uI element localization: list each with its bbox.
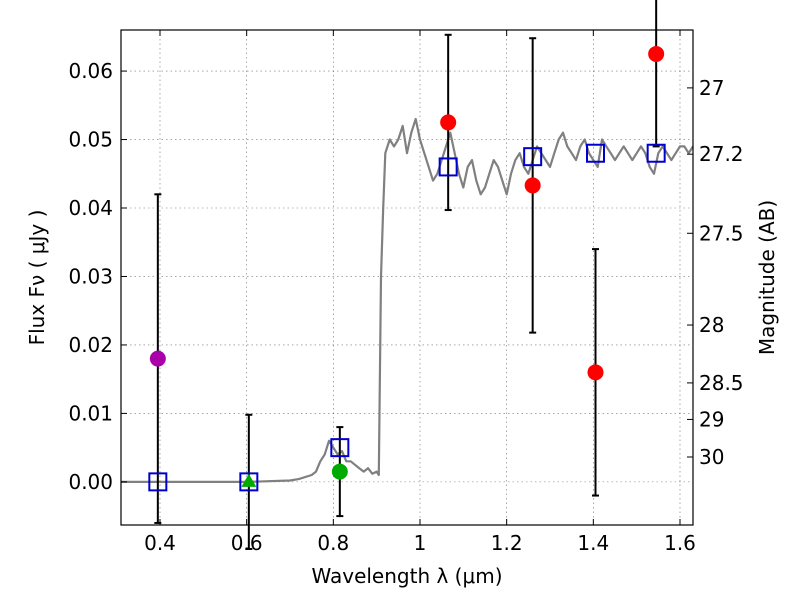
observed-point-triangle	[241, 473, 257, 487]
x-tick-label: 0.8	[317, 531, 349, 555]
y-tick-label: 0.00	[68, 470, 113, 494]
y-tick-label: 0.02	[68, 333, 113, 357]
y-axis-label-right: Magnitude (AB)	[755, 200, 779, 355]
x-tick-label: 1.6	[664, 531, 696, 555]
observed-points	[149, 45, 665, 487]
ticks: 0.4 0.6 0.8 1 1.2 1.4 1.6 0.00 0.01 0.02 0.03 0.04 0…	[68, 30, 744, 555]
x-tick-label: 0.4	[144, 531, 176, 555]
error-bars	[154, 0, 660, 550]
mag-tick-label: 30	[699, 445, 724, 469]
y-tick-label: 0.04	[68, 196, 113, 220]
x-tick-label: 0.6	[231, 531, 263, 555]
y-tick-label: 0.06	[68, 59, 113, 83]
template-spectrum	[121, 117, 694, 483]
template-spectrum-line	[121, 117, 694, 483]
x-axis-label: Wavelength λ (μm)	[311, 564, 502, 588]
y-tick-label: 0.05	[68, 128, 113, 152]
observed-point	[648, 45, 665, 62]
model-point-box	[523, 147, 543, 167]
model-point-box	[646, 143, 666, 163]
model-point-box	[148, 472, 168, 492]
x-tick-label: 1.4	[577, 531, 609, 555]
mag-tick-label: 27	[699, 76, 724, 100]
model-point-box	[438, 157, 458, 177]
model-point-box	[586, 143, 605, 163]
x-tick-label: 1.2	[491, 531, 523, 555]
mag-tick-label: 29	[699, 407, 724, 431]
grid	[121, 30, 693, 525]
y-tick-label: 0.03	[68, 264, 113, 288]
mag-tick-label: 27.2	[699, 142, 744, 166]
model-points	[148, 143, 666, 492]
y-axis-label-left: Flux Fν ( μJy )	[25, 210, 49, 346]
mag-tick-label: 28.5	[699, 371, 744, 395]
observed-point	[587, 364, 604, 381]
y-tick-label: 0.01	[68, 401, 113, 425]
observed-point	[440, 114, 457, 131]
model-point-box	[330, 438, 350, 458]
observed-point	[149, 350, 166, 367]
model-point-box	[239, 472, 259, 492]
mag-tick-label: 28	[699, 313, 724, 337]
mag-tick-label: 27.5	[699, 221, 744, 245]
plot-frame	[120, 29, 694, 526]
x-tick-label: 1	[414, 531, 427, 555]
observed-point	[524, 177, 541, 194]
observed-point	[331, 463, 348, 480]
